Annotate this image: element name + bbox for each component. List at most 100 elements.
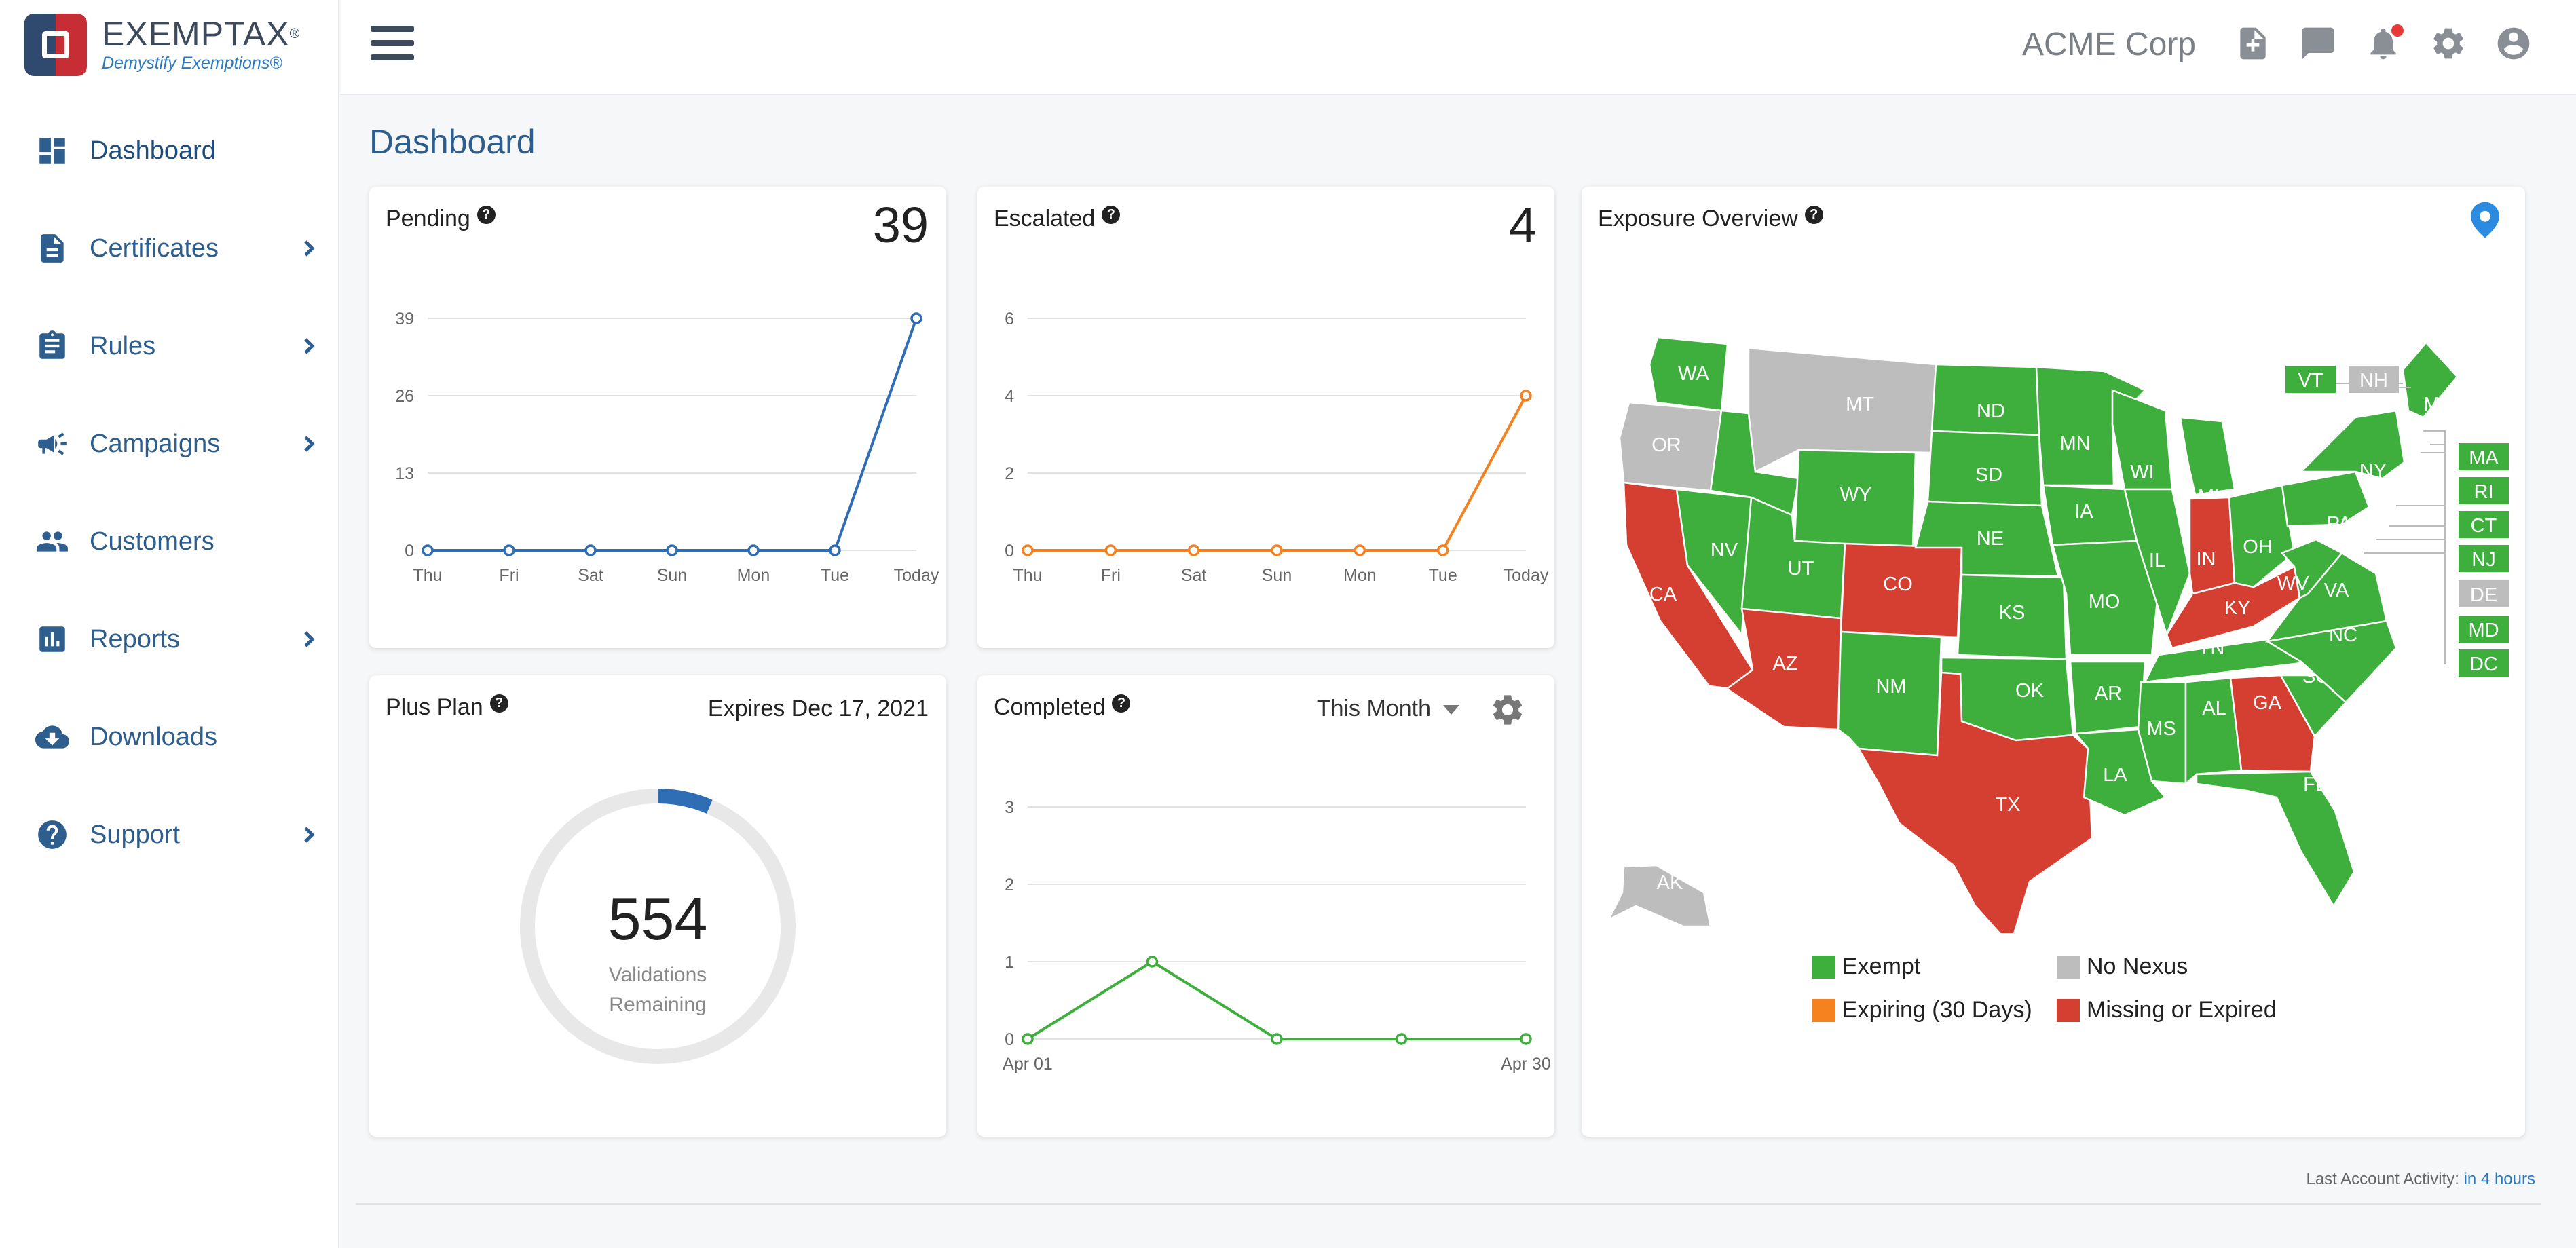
help-icon[interactable]: ?: [1804, 206, 1823, 224]
sidebar-item-customers[interactable]: Customers: [0, 493, 339, 590]
gear-icon: [1493, 695, 1523, 725]
legend-swatch: [2057, 955, 2080, 979]
document-icon: [41, 234, 64, 263]
logo-name: EXEMPTAX®: [102, 14, 301, 53]
legend-swatch: [2057, 998, 2080, 1022]
sidebar-item-certificates[interactable]: Certificates: [0, 200, 339, 297]
sidebar-item-label: Rules: [90, 331, 156, 360]
y-tick-label: 0: [1005, 1030, 1014, 1049]
state-box-nh: [2349, 366, 2399, 393]
help-icon[interactable]: ?: [489, 694, 508, 713]
state-label-wy: WY: [1840, 484, 1872, 506]
help-icon[interactable]: ?: [1112, 694, 1131, 713]
x-tick-label: Fri: [499, 566, 519, 585]
completed-settings-button[interactable]: [1489, 692, 1526, 728]
state-me: [2402, 341, 2459, 419]
card-title: Plus Plan?: [386, 694, 508, 721]
card-title: Exposure Overview?: [1598, 206, 1823, 232]
state-label-oh: OH: [2243, 536, 2273, 558]
state-label-or: OR: [1651, 434, 1681, 456]
sidebar-item-downloads[interactable]: Downloads: [0, 688, 339, 786]
x-tick-label: Thu: [413, 566, 442, 585]
state-label-al: AL: [2202, 698, 2226, 719]
help-icon[interactable]: ?: [477, 206, 496, 224]
x-tick-label: Mon: [737, 566, 770, 585]
data-point: [1520, 1033, 1532, 1045]
state-label-mn: MN: [2059, 433, 2090, 455]
state-il: [2123, 488, 2191, 637]
state-pa: [2281, 470, 2370, 527]
sidebar-item-label: Downloads: [90, 722, 217, 751]
y-tick-label: 26: [395, 387, 414, 406]
state-ms: [2137, 681, 2187, 785]
state-in: [2188, 496, 2236, 595]
messages-button[interactable]: [2299, 24, 2340, 65]
sidebar-item-reports[interactable]: Reports: [0, 590, 339, 688]
menu-toggle-button[interactable]: [371, 26, 414, 64]
data-point: [1520, 390, 1532, 402]
chevron-right-icon: [299, 629, 319, 649]
state-ak: [1607, 864, 1712, 928]
escalated-line-chart: 0 2 4 6 Thu Fri Sat Sun Mon Tue Today: [1005, 309, 1549, 585]
state-wv: [2280, 538, 2343, 599]
period-dropdown[interactable]: This Month: [1317, 696, 1459, 722]
sidebar-item-rules[interactable]: Rules: [0, 297, 339, 395]
x-tick-label: Mon: [1343, 566, 1377, 585]
sidebar-item-label: Reports: [90, 624, 181, 654]
data-point: [666, 544, 678, 556]
y-tick-label: 3: [1005, 798, 1014, 817]
chevron-right-icon: [299, 825, 319, 845]
x-tick-label: Today: [1504, 566, 1549, 585]
notification-badge: [2391, 24, 2404, 37]
x-tick-label: Fri: [1101, 566, 1121, 585]
plus-plan-card: Plus Plan? Expires Dec 17, 2021 554 Vali…: [369, 675, 946, 1137]
state-label-ar: AR: [2095, 683, 2122, 704]
location-pin-button[interactable]: [2471, 202, 2499, 238]
sidebar-item-dashboard[interactable]: Dashboard: [0, 102, 339, 200]
new-document-icon: [2240, 27, 2266, 60]
data-point: [1354, 544, 1366, 556]
y-tick-label: 0: [405, 542, 414, 561]
sidebar-item-label: Support: [90, 820, 181, 849]
state-label-ak: AK: [1657, 872, 1683, 894]
legend-swatch: [1812, 955, 1835, 979]
new-document-button[interactable]: [2234, 24, 2275, 65]
account-button[interactable]: [2495, 24, 2535, 65]
settings-button[interactable]: [2429, 24, 2470, 65]
help-circle-icon: [38, 820, 67, 849]
validations-donut: [520, 789, 796, 1064]
help-icon[interactable]: ?: [1102, 206, 1121, 224]
data-point: [1022, 1033, 1034, 1045]
data-point: [584, 544, 597, 556]
state-leader-de: [2389, 525, 2446, 595]
state-fl: [2195, 770, 2355, 908]
state-label-ny: NY: [2359, 460, 2387, 482]
state-label-tx: TX: [1995, 794, 2020, 816]
x-tick-label: Sat: [1181, 566, 1207, 585]
state-box-nj: [2459, 545, 2509, 572]
x-tick-label: Sun: [1262, 566, 1292, 585]
validations-remaining-label: Validations Remaining: [608, 964, 707, 1016]
notifications-button[interactable]: [2364, 24, 2405, 65]
plan-expiry: Expires Dec 17, 2021: [707, 696, 929, 721]
map-pin-icon: [2471, 202, 2499, 238]
y-tick-label: 6: [1005, 309, 1014, 328]
state-label-wa: WA: [1678, 363, 1709, 385]
state-box-label-ma: MA: [2469, 447, 2499, 469]
state-box-label-dc: DC: [2469, 654, 2498, 675]
sidebar-item-support[interactable]: Support: [0, 786, 339, 884]
state-label-la: LA: [2103, 764, 2127, 786]
data-point: [1271, 544, 1283, 556]
state-label-ms: MS: [2146, 718, 2176, 740]
state-leader-dc: [2364, 552, 2446, 664]
logo[interactable]: EXEMPTAX® Demystify Exemptions®: [24, 14, 300, 76]
state-box-label-ri: RI: [2474, 481, 2494, 503]
x-tick-label: Apr 30: [1501, 1055, 1551, 1074]
state-label-ok: OK: [2015, 680, 2045, 702]
state-label-ca: CA: [1649, 584, 1677, 605]
sidebar-item-campaigns[interactable]: Campaigns: [0, 395, 339, 493]
state-box-label-ct: CT: [2471, 515, 2497, 537]
last-activity-link[interactable]: in 4 hours: [2463, 1170, 2535, 1188]
state-label-tn: TN: [2199, 637, 2225, 659]
state-box-label-vt: VT: [2298, 370, 2323, 392]
